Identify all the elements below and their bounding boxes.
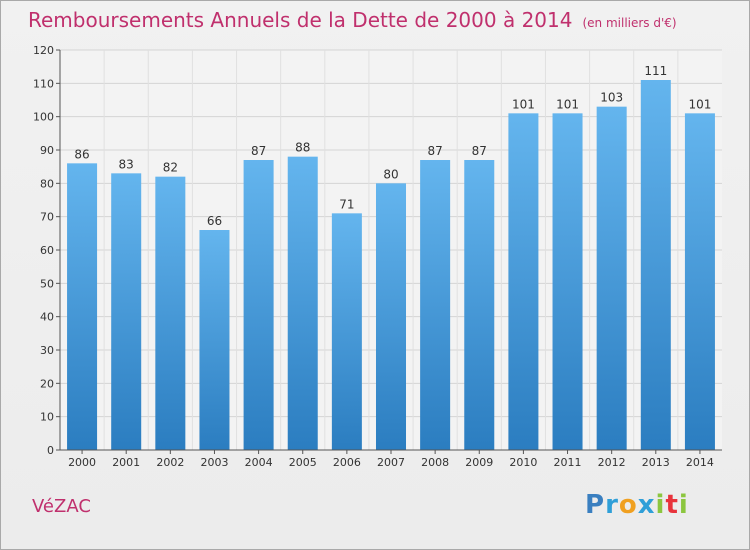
bar-2002: [155, 176, 186, 450]
y-tick-label: 120: [33, 44, 54, 57]
bar-2008: [420, 160, 451, 450]
bar-2012: [596, 106, 627, 451]
x-tick-label-2005: 2005: [289, 456, 317, 469]
logo-letter: i: [655, 490, 666, 520]
value-label-2011: 101: [556, 97, 579, 111]
value-label-2007: 80: [383, 167, 398, 181]
x-tick-label-2003: 2003: [200, 456, 228, 469]
x-tick-label-2006: 2006: [333, 456, 361, 469]
bar-2006: [331, 213, 362, 450]
x-tick-label-2007: 2007: [377, 456, 405, 469]
y-tick-label: 50: [40, 277, 54, 290]
commune-name: VéZAC: [32, 496, 91, 517]
logo-letter: x: [637, 490, 656, 520]
value-label-2006: 71: [339, 197, 354, 211]
y-tick-label: 110: [33, 77, 54, 90]
logo-letter: o: [618, 490, 638, 520]
y-tick-label: 60: [40, 244, 54, 257]
value-label-2012: 103: [600, 91, 623, 105]
logo-letter: P: [585, 490, 606, 520]
value-label-2001: 83: [119, 157, 134, 171]
bar-2007: [375, 183, 407, 451]
chart-title: Remboursements Annuels de la Dette de 20…: [28, 8, 677, 32]
value-label-2002: 82: [163, 161, 178, 175]
y-tick-label: 10: [40, 411, 54, 424]
labels: 0 10 20 30 40 50 60 70 80 90 100 110 120 86 2000 83 2001…: [33, 44, 714, 469]
x-tick-label-2014: 2014: [686, 456, 714, 469]
x-tick-label-2013: 2013: [642, 456, 670, 469]
title-unit: (en milliers d'€): [582, 16, 677, 30]
proxiti-logo: Proxiti: [585, 490, 689, 520]
y-tick-label: 30: [40, 344, 54, 357]
bar-2005: [287, 156, 318, 450]
value-label-2009: 87: [472, 144, 487, 158]
bar-2013: [640, 80, 671, 450]
x-tick-label-2004: 2004: [245, 456, 273, 469]
value-label-2005: 88: [295, 141, 310, 155]
bar-2004: [243, 160, 274, 450]
y-tick-label: 20: [40, 377, 54, 390]
y-tick-label: 80: [40, 177, 54, 190]
bars: [67, 80, 715, 451]
value-label-2003: 66: [207, 214, 222, 228]
axes: [56, 49, 722, 454]
value-label-2000: 86: [74, 147, 89, 161]
bar-2010: [508, 113, 539, 450]
value-label-2014: 101: [688, 97, 711, 111]
x-tick-label-2009: 2009: [465, 456, 493, 469]
bar-2014: [684, 113, 715, 450]
x-tick-label-2011: 2011: [554, 456, 582, 469]
bar-2011: [552, 113, 583, 450]
logo-letter: t: [665, 490, 679, 520]
y-tick-label: 70: [40, 211, 54, 224]
bar-2000: [67, 163, 98, 451]
x-tick-label-2010: 2010: [509, 456, 537, 469]
x-tick-label-2002: 2002: [156, 456, 184, 469]
x-tick-label-2012: 2012: [598, 456, 626, 469]
bar-2009: [464, 160, 495, 450]
logo-letter: i: [678, 490, 689, 520]
bar-2001: [111, 173, 142, 451]
title-text: Remboursements Annuels de la Dette de 20…: [28, 8, 573, 32]
x-tick-label-2000: 2000: [68, 456, 96, 469]
y-tick-label: 90: [40, 144, 54, 157]
y-tick-label: 100: [33, 111, 54, 124]
y-tick-label: 0: [47, 444, 54, 457]
logo-letter: r: [605, 490, 619, 520]
value-label-2010: 101: [512, 97, 535, 111]
value-label-2004: 87: [251, 144, 266, 158]
value-label-2013: 111: [644, 64, 667, 78]
y-tick-label: 40: [40, 311, 54, 324]
value-label-2008: 87: [427, 144, 442, 158]
bar-2003: [199, 230, 230, 450]
x-tick-label-2008: 2008: [421, 456, 449, 469]
x-tick-label-2001: 2001: [112, 456, 140, 469]
